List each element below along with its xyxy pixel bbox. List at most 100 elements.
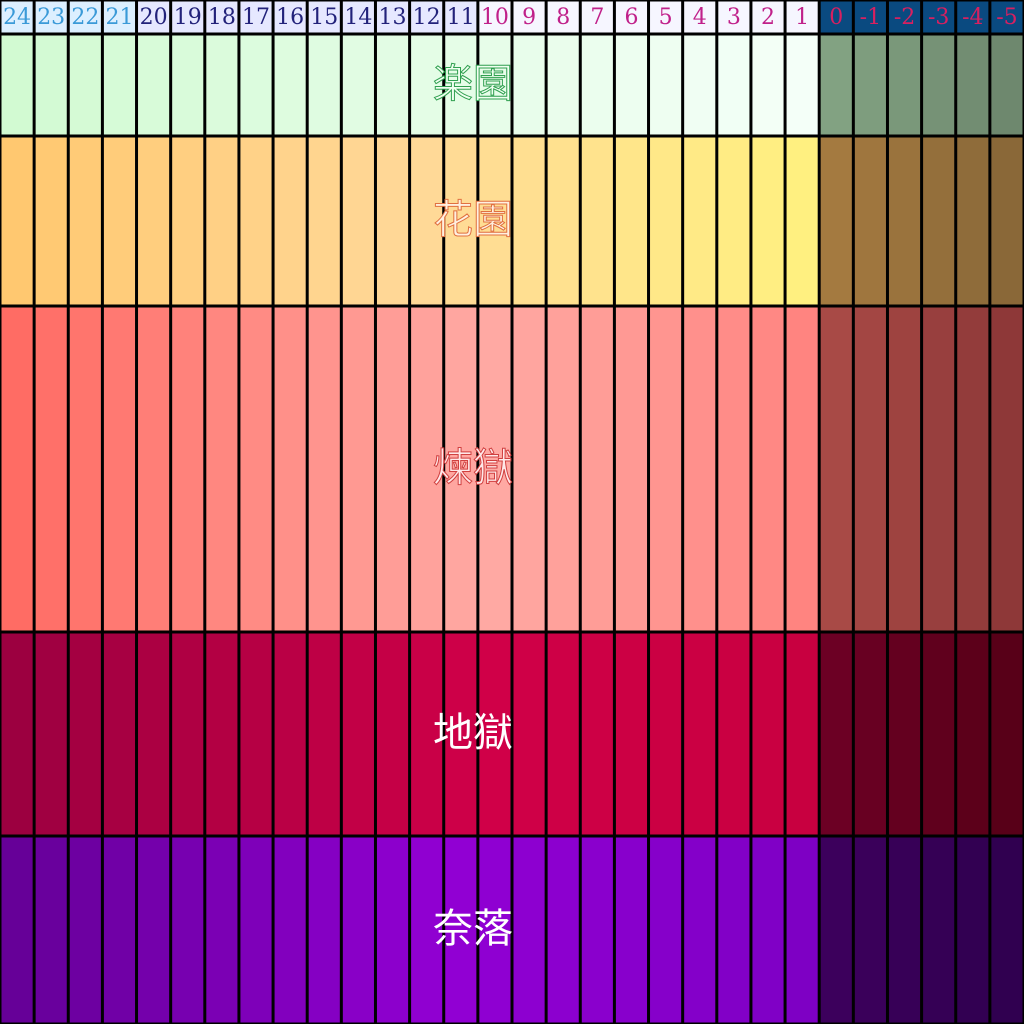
cell bbox=[206, 307, 238, 631]
cell bbox=[718, 307, 750, 631]
header-cell bbox=[308, 1, 340, 33]
cell bbox=[923, 633, 955, 835]
cell bbox=[206, 35, 238, 135]
cell bbox=[786, 837, 818, 1023]
cell bbox=[615, 137, 648, 305]
header-label: 24 bbox=[3, 5, 31, 30]
header-cell bbox=[274, 1, 306, 33]
cell bbox=[479, 633, 511, 835]
cell bbox=[650, 137, 682, 305]
cell bbox=[445, 35, 477, 135]
header-cell bbox=[615, 1, 648, 33]
cell bbox=[69, 137, 101, 305]
cell bbox=[274, 633, 306, 835]
header-label: 14 bbox=[344, 5, 372, 30]
cell bbox=[650, 307, 682, 631]
header-label: 21 bbox=[105, 5, 133, 30]
cell bbox=[274, 137, 306, 305]
cell bbox=[138, 837, 170, 1023]
cell bbox=[752, 137, 784, 305]
header-cell bbox=[957, 1, 989, 33]
band-label: 楽園 bbox=[433, 61, 513, 107]
cell bbox=[376, 307, 409, 631]
header-label: 16 bbox=[276, 5, 304, 30]
cell bbox=[923, 137, 955, 305]
header-label: 18 bbox=[208, 5, 236, 30]
header-cell bbox=[684, 1, 716, 33]
cell bbox=[786, 633, 818, 835]
cell bbox=[240, 633, 272, 835]
cell bbox=[854, 137, 886, 305]
header-label: 7 bbox=[590, 5, 604, 30]
band-label: 奈落 bbox=[433, 906, 513, 952]
header-cell bbox=[479, 1, 511, 33]
cell bbox=[991, 633, 1023, 835]
cell bbox=[547, 137, 579, 305]
cell bbox=[888, 137, 921, 305]
cell bbox=[513, 307, 545, 631]
header-cell bbox=[138, 1, 170, 33]
cell bbox=[820, 137, 852, 305]
header-cell bbox=[411, 1, 443, 33]
cell bbox=[547, 837, 579, 1023]
cell bbox=[786, 35, 818, 135]
cell bbox=[752, 837, 784, 1023]
cell bbox=[615, 35, 648, 135]
cell bbox=[479, 307, 511, 631]
cell bbox=[103, 633, 136, 835]
cell bbox=[581, 137, 613, 305]
header-cell bbox=[991, 1, 1023, 33]
cell bbox=[991, 35, 1023, 135]
cell bbox=[376, 633, 409, 835]
band-label: 地獄 bbox=[433, 710, 513, 756]
cell bbox=[308, 633, 340, 835]
header-label: 2 bbox=[761, 5, 775, 30]
cell bbox=[684, 307, 716, 631]
cell bbox=[684, 837, 716, 1023]
cell bbox=[650, 633, 682, 835]
header-cell bbox=[547, 1, 579, 33]
header-cell bbox=[718, 1, 750, 33]
cell bbox=[1, 633, 33, 835]
header-label: -1 bbox=[860, 5, 881, 30]
cell bbox=[206, 633, 238, 835]
cell bbox=[411, 307, 443, 631]
header-cell bbox=[888, 1, 921, 33]
header-cell bbox=[376, 1, 409, 33]
cell bbox=[240, 307, 272, 631]
cell bbox=[581, 307, 613, 631]
header-label: -3 bbox=[928, 5, 949, 30]
cell bbox=[479, 137, 511, 305]
cell bbox=[240, 35, 272, 135]
cell bbox=[684, 633, 716, 835]
cell bbox=[820, 307, 852, 631]
header-cell bbox=[854, 1, 886, 33]
cell bbox=[35, 837, 67, 1023]
header-label: 12 bbox=[413, 5, 441, 30]
cell bbox=[854, 35, 886, 135]
cell bbox=[513, 137, 545, 305]
cell bbox=[35, 137, 67, 305]
header-label: 13 bbox=[379, 5, 407, 30]
header-label: 15 bbox=[310, 5, 338, 30]
cell bbox=[888, 307, 921, 631]
cell bbox=[274, 35, 306, 135]
cell bbox=[820, 837, 852, 1023]
header-label: -4 bbox=[962, 5, 983, 30]
cell bbox=[376, 837, 409, 1023]
cell bbox=[581, 633, 613, 835]
header-cell bbox=[69, 1, 101, 33]
cell bbox=[991, 137, 1023, 305]
cell bbox=[786, 137, 818, 305]
cell bbox=[103, 837, 136, 1023]
cell bbox=[854, 633, 886, 835]
cell bbox=[308, 35, 340, 135]
cell bbox=[957, 137, 989, 305]
cell bbox=[547, 35, 579, 135]
cell bbox=[138, 137, 170, 305]
header-cell bbox=[240, 1, 272, 33]
cell bbox=[411, 633, 443, 835]
header-cell bbox=[206, 1, 238, 33]
